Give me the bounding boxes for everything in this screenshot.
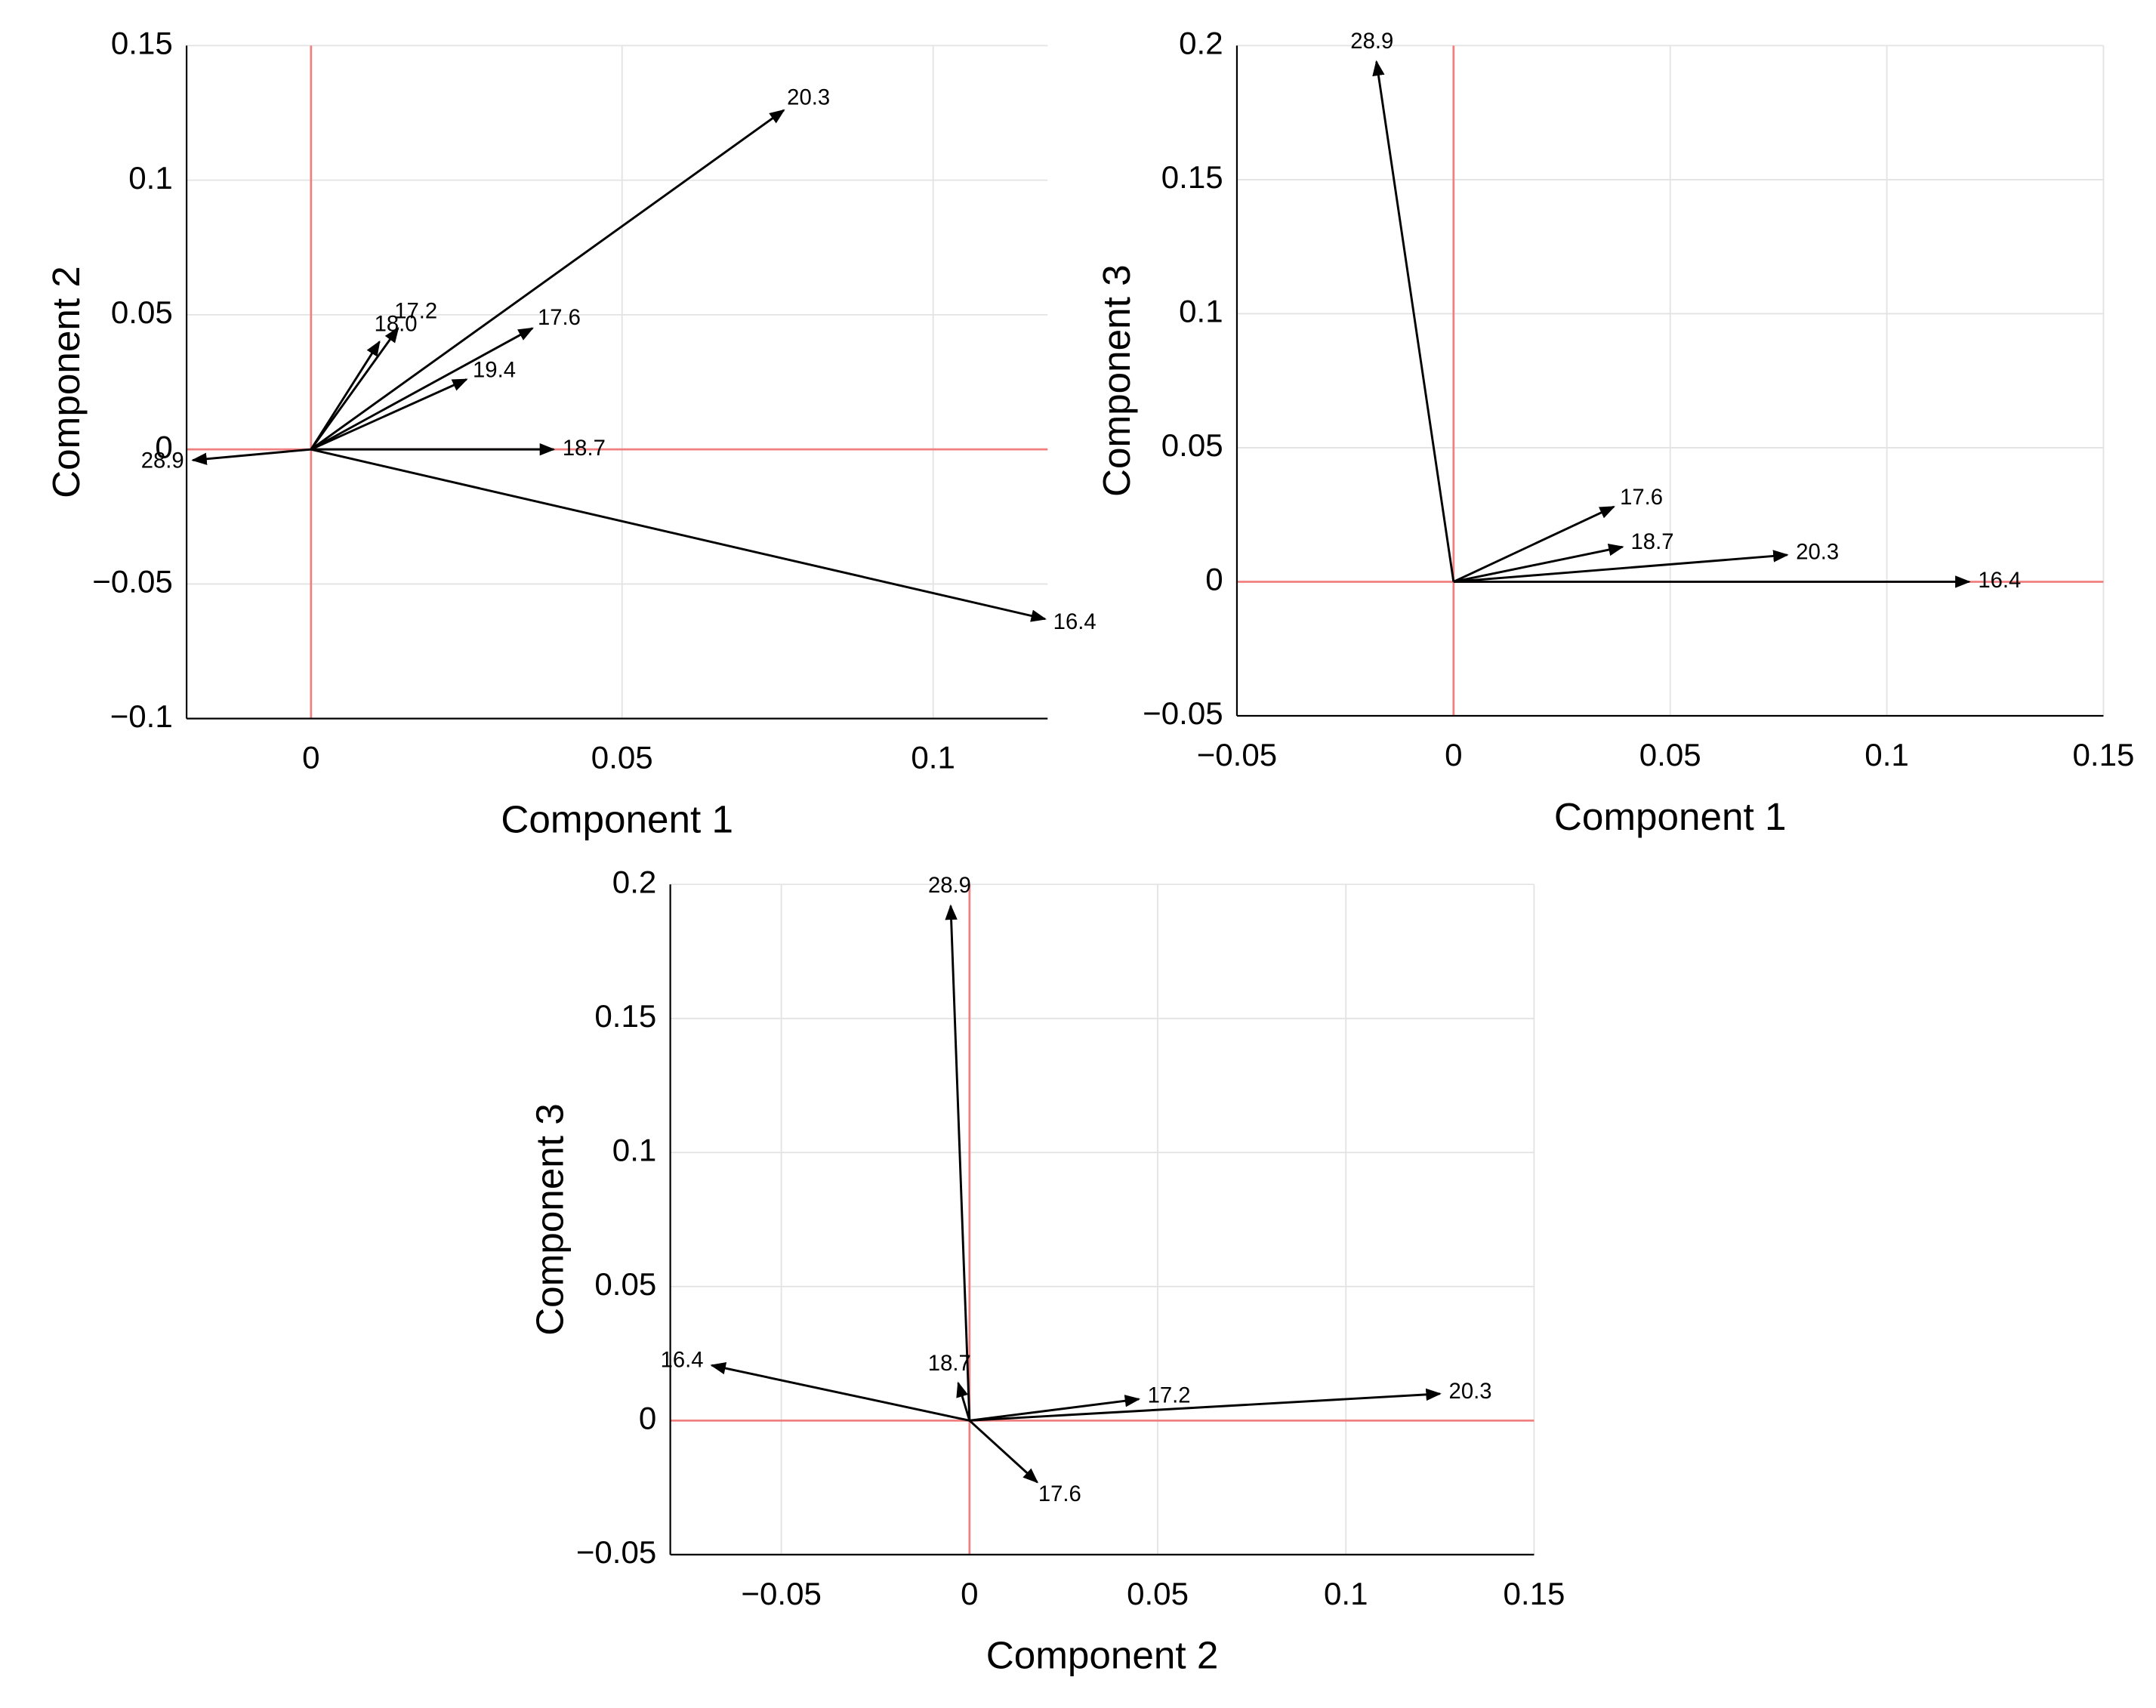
y-tick-label: 0.05 <box>1161 427 1223 463</box>
vector-arrow <box>310 109 785 451</box>
vector-label: 28.9 <box>1350 29 1393 54</box>
x-tick-label: 0.15 <box>1503 1576 1565 1611</box>
vector-arrow <box>956 1381 971 1421</box>
vector-arrow <box>969 1395 1141 1422</box>
vector-label: 20.3 <box>1449 1379 1492 1404</box>
y-tick-label: 0.15 <box>1161 159 1223 195</box>
y-tick-label: −0.05 <box>1143 695 1223 731</box>
vector-arrow <box>310 327 534 451</box>
x-tick-label: 0.15 <box>2072 737 2134 772</box>
y-tick-label: −0.05 <box>576 1534 656 1570</box>
x-tick-label: −0.05 <box>741 1576 821 1611</box>
vector-label: 18.7 <box>928 1351 971 1376</box>
vector-arrow <box>1453 544 1624 583</box>
vector-arrow <box>945 904 971 1421</box>
x-tick-label: 0.05 <box>1127 1576 1189 1611</box>
vector-label: 17.6 <box>1620 485 1663 510</box>
vector-arrow <box>310 448 1047 622</box>
vector-label: 20.3 <box>787 85 830 110</box>
vector-label: 18.7 <box>563 436 606 461</box>
vector-arrow <box>968 1420 1039 1484</box>
vector-arrow <box>969 1388 1442 1422</box>
vector-label: 18.7 <box>1631 529 1674 554</box>
y-axis-label: Component 2 <box>45 266 88 498</box>
vector-label: 18.0 <box>375 312 418 337</box>
vector-label: 17.6 <box>538 305 581 330</box>
y-axis-label: Component 3 <box>529 1103 572 1336</box>
vector-arrow <box>191 448 311 465</box>
vector-label: 16.4 <box>1978 568 2021 593</box>
x-tick-label: 0.05 <box>591 740 653 775</box>
y-tick-label: 0.05 <box>111 294 173 330</box>
y-tick-label: 0 <box>639 1400 656 1435</box>
y-tick-label: 0.1 <box>612 1132 657 1167</box>
x-tick-label: 0 <box>961 1576 978 1611</box>
x-axis-label: Component 1 <box>1554 795 1787 838</box>
vector-label: 28.9 <box>928 873 971 898</box>
x-tick-label: 0 <box>302 740 319 775</box>
x-tick-label: −0.05 <box>1197 737 1277 772</box>
vector-label: 20.3 <box>1796 540 1839 565</box>
y-tick-label: 0.15 <box>111 26 173 61</box>
x-axis-label: Component 1 <box>501 797 733 840</box>
x-tick-label: 0.05 <box>1639 737 1701 772</box>
y-tick-label: 0.2 <box>1179 26 1223 61</box>
y-tick-label: 0 <box>155 429 172 464</box>
y-tick-label: 0.1 <box>128 160 173 196</box>
vector-label: 19.4 <box>473 358 516 383</box>
y-tick-label: −0.1 <box>110 698 173 734</box>
x-tick-label: 0 <box>1445 737 1462 772</box>
x-tick-label: 0.1 <box>911 740 955 775</box>
x-axis-label: Component 2 <box>986 1634 1219 1677</box>
y-tick-label: 0.05 <box>594 1266 656 1302</box>
vector-arrow <box>1453 505 1615 583</box>
vector-label: 16.4 <box>661 1348 704 1373</box>
y-tick-label: 0.15 <box>594 998 656 1034</box>
x-tick-label: 0.1 <box>1324 1576 1368 1611</box>
vector-label: 17.6 <box>1038 1481 1081 1506</box>
vector-arrow <box>1372 60 1455 582</box>
y-tick-label: 0.1 <box>1179 294 1223 329</box>
vector-arrow <box>710 1362 970 1422</box>
vector-arrow <box>310 327 399 451</box>
vector-label: 16.4 <box>1053 609 1097 634</box>
y-tick-label: −0.05 <box>92 564 172 600</box>
x-tick-label: 0.1 <box>1865 737 1909 772</box>
y-tick-label: 0.2 <box>612 864 657 899</box>
vector-label: 17.2 <box>1148 1383 1191 1407</box>
y-axis-label: Component 3 <box>1095 264 1138 497</box>
vector-arrow <box>1453 550 1789 583</box>
vector-label: 28.9 <box>141 448 184 473</box>
vector-arrow <box>310 378 468 451</box>
y-tick-label: 0 <box>1205 562 1223 597</box>
vector-arrow <box>310 340 381 450</box>
vector-label: 17.2 <box>394 299 437 324</box>
